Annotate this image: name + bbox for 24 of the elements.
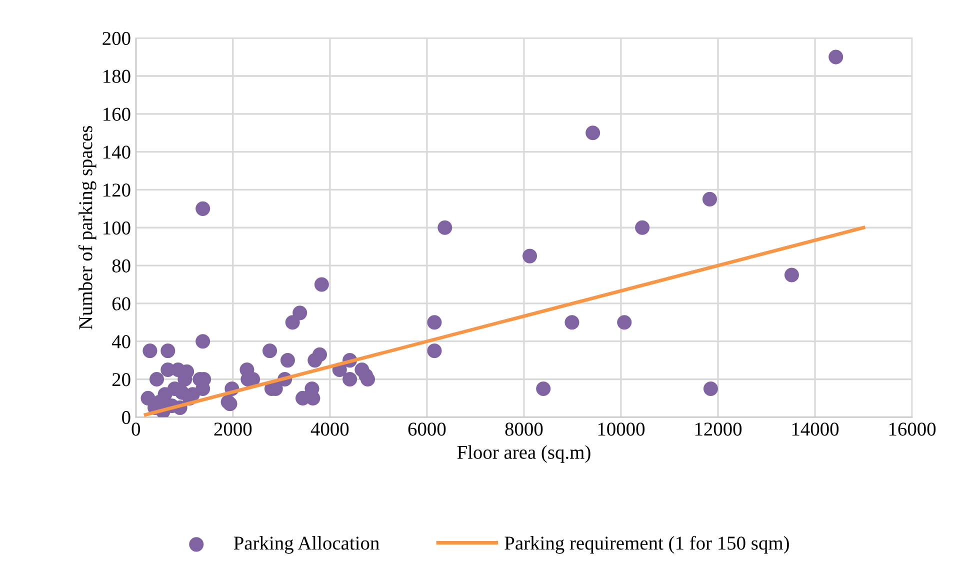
y-tick-label: 20 [112,373,130,386]
x-axis-title: Floor area (sq.m) [457,445,590,463]
x-tick-label: 6000 [408,422,446,436]
x-tick-label: 2000 [214,422,252,436]
y-tick-label: 140 [104,146,130,159]
x-tick-label: 12000 [695,422,742,436]
y-tick-label: 200 [102,32,130,46]
x-tick-label: 4000 [310,422,349,436]
x-tick-label: 16000 [889,422,936,436]
x-tick-label: 14000 [792,422,839,436]
x-tick-label: 10000 [598,422,645,436]
y-tick-label: 100 [104,221,130,235]
x-tick-label: 0 [132,422,140,436]
legend-label: Parking requirement (1 for 150 sqm) [504,536,789,554]
y-tick-label: 0 [122,410,130,424]
y-tick-label: 160 [104,108,130,121]
x-tick-label: 8000 [505,422,543,436]
y-tick-label: 80 [112,259,130,272]
y-tick-label: 60 [112,297,130,310]
y-tick-label: 180 [104,70,130,83]
legend-label: Parking Allocation [234,536,380,554]
y-tick-label: 40 [112,335,130,348]
y-axis-title: Number of parking spaces [78,126,96,330]
y-tick-label: 120 [104,184,130,197]
